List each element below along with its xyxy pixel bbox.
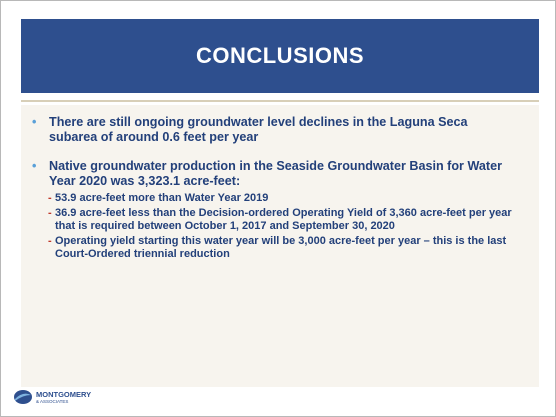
- logo-sub: & ASSOCIATES: [36, 398, 69, 404]
- bullet-list: There are still ongoing groundwater leve…: [21, 105, 539, 261]
- sub-list: 53.9 acre-feet more than Water Year 2019…: [48, 192, 519, 261]
- content: There are still ongoing groundwater leve…: [21, 105, 539, 387]
- bullet: There are still ongoing groundwater leve…: [32, 115, 519, 145]
- logo-name: MONTGOMERY: [36, 389, 92, 399]
- logo-icon: [14, 390, 32, 404]
- divider: [21, 100, 539, 102]
- bullet: Native groundwater production in the Sea…: [32, 159, 519, 261]
- sub-bullet: Operating yield starting this water year…: [48, 235, 519, 261]
- logo: MONTGOMERY & ASSOCIATES: [13, 389, 91, 405]
- title-bar: CONCLUSIONS: [21, 19, 539, 93]
- bullet-text: There are still ongoing groundwater leve…: [49, 115, 468, 144]
- bullet-text: Native groundwater production in the Sea…: [49, 159, 502, 188]
- sub-bullet: 36.9 acre-feet less than the Decision-or…: [48, 207, 519, 233]
- title: CONCLUSIONS: [195, 43, 365, 68]
- sub-bullet: 53.9 acre-feet more than Water Year 2019: [48, 192, 519, 205]
